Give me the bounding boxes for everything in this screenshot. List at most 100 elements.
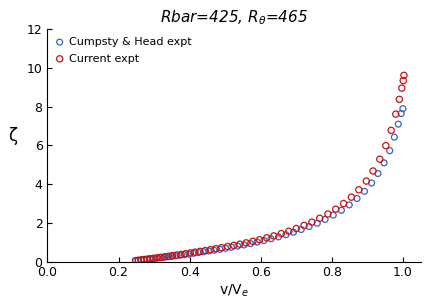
Cumpsty & Head expt [185,252,192,257]
Cumpsty & Head expt [314,221,320,226]
Cumpsty & Head expt [200,249,207,254]
Current expt [293,226,300,231]
Cumpsty & Head expt [190,251,197,256]
Current expt [370,169,377,173]
Current expt [301,223,308,228]
Cumpsty & Head expt [205,249,212,254]
Current expt [243,240,250,245]
Cumpsty & Head expt [172,253,179,258]
Current expt [382,143,389,148]
Cumpsty & Head expt [275,234,282,239]
Current expt [187,251,194,255]
Current expt [144,257,151,262]
Cumpsty & Head expt [168,254,175,259]
Cumpsty & Head expt [146,256,153,261]
Current expt [173,253,180,258]
Cumpsty & Head expt [241,243,248,247]
Cumpsty & Head expt [138,258,145,262]
Cumpsty & Head expt [177,253,184,258]
Cumpsty & Head expt [368,181,375,185]
Cumpsty & Head expt [399,106,406,111]
Current expt [250,239,257,244]
Current expt [278,231,285,236]
Current expt [196,249,203,254]
Current expt [396,97,403,102]
Cumpsty & Head expt [386,148,393,153]
Cumpsty & Head expt [195,250,202,255]
Cumpsty & Head expt [164,254,171,259]
Cumpsty & Head expt [222,246,229,251]
Current expt [161,254,168,259]
Current expt [191,250,198,255]
Current expt [355,187,362,192]
Current expt [154,255,161,260]
Cumpsty & Head expt [247,241,254,246]
Current expt [324,212,331,216]
Cumpsty & Head expt [395,122,402,126]
Current expt [376,157,383,162]
Cumpsty & Head expt [298,227,305,232]
Current expt [138,258,145,262]
Current expt [207,247,214,252]
Current expt [147,256,154,261]
Current expt [270,233,277,238]
Current expt [182,251,189,256]
Current expt [348,195,355,200]
Current expt [332,207,339,212]
Current expt [135,258,142,263]
Current expt [400,78,407,83]
Cumpsty & Head expt [160,255,167,260]
Cumpsty & Head expt [254,240,260,245]
Cumpsty & Head expt [375,171,381,176]
Current expt [169,253,176,258]
Cumpsty & Head expt [228,245,235,250]
Cumpsty & Head expt [216,247,223,252]
Current expt [165,254,172,259]
Cumpsty & Head expt [143,257,150,262]
Current expt [212,246,219,251]
Cumpsty & Head expt [330,213,337,218]
Current expt [263,235,270,240]
Cumpsty & Head expt [211,248,218,253]
Cumpsty & Head expt [338,208,345,213]
Cumpsty & Head expt [346,202,353,207]
Current expt [178,252,184,257]
Cumpsty & Head expt [140,257,147,262]
Current expt [157,255,164,260]
Current expt [218,245,225,250]
Current expt [224,244,231,249]
Cumpsty & Head expt [283,232,290,237]
Cumpsty & Head expt [132,258,139,263]
Y-axis label: ζ: ζ [8,127,17,146]
Cumpsty & Head expt [290,230,297,235]
Cumpsty & Head expt [181,252,188,257]
Cumpsty & Head expt [234,244,241,249]
Cumpsty & Head expt [361,189,368,194]
Current expt [132,258,139,263]
Current expt [202,248,208,253]
Current expt [316,216,323,221]
Current expt [340,201,347,206]
Cumpsty & Head expt [398,111,405,116]
Current expt [230,243,237,248]
Cumpsty & Head expt [150,256,157,261]
Cumpsty & Head expt [260,238,267,243]
Current expt [256,237,263,242]
Cumpsty & Head expt [381,161,387,165]
Current expt [285,229,292,234]
Current expt [393,112,399,117]
Title: Rbar=425, $R_{\theta}$=465: Rbar=425, $R_{\theta}$=465 [160,8,308,27]
Cumpsty & Head expt [153,256,160,261]
Current expt [399,86,405,91]
Current expt [363,179,370,184]
Current expt [388,128,395,133]
Cumpsty & Head expt [305,224,312,229]
Current expt [308,220,315,225]
Legend: Cumpsty & Head expt, Current expt: Cumpsty & Head expt, Current expt [53,35,193,66]
Cumpsty & Head expt [268,236,275,241]
Cumpsty & Head expt [322,217,329,222]
Cumpsty & Head expt [391,135,398,140]
Cumpsty & Head expt [157,255,163,260]
Cumpsty & Head expt [353,196,360,201]
Current expt [150,256,157,261]
